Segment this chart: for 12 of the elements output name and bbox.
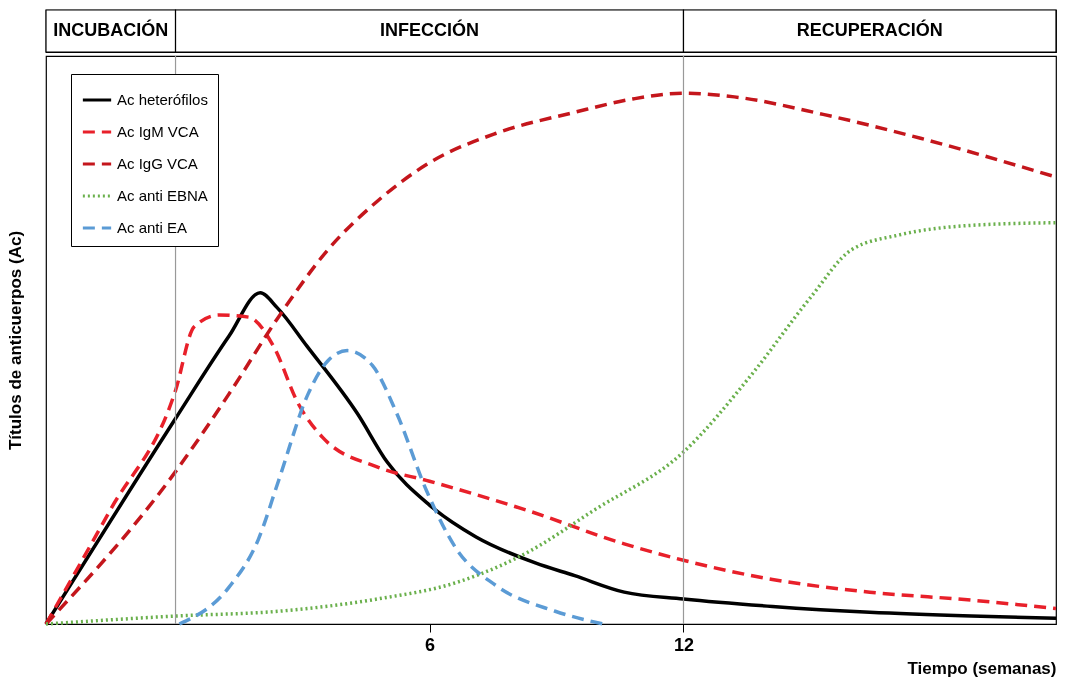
legend-label: Ac heterófilos (117, 91, 208, 108)
text: INCUBACIÓN (53, 19, 169, 40)
y-axis-title: Títulos de anticuerpos (Ac) (5, 230, 25, 451)
text: INFECCIÓN (380, 19, 480, 40)
legend-label: Ac IgG VCA (117, 155, 198, 172)
x-axis-title: Tiempo (semanas) (907, 658, 1057, 678)
x-tick-label: 12 (673, 634, 695, 655)
legend-label: Ac anti EBNA (117, 187, 208, 204)
legend-label: Ac IgM VCA (117, 123, 199, 140)
text: RECUPERACIÓN (796, 19, 943, 40)
legend-label: Ac anti EA (117, 219, 188, 236)
x-tick-label: 6 (425, 634, 436, 655)
